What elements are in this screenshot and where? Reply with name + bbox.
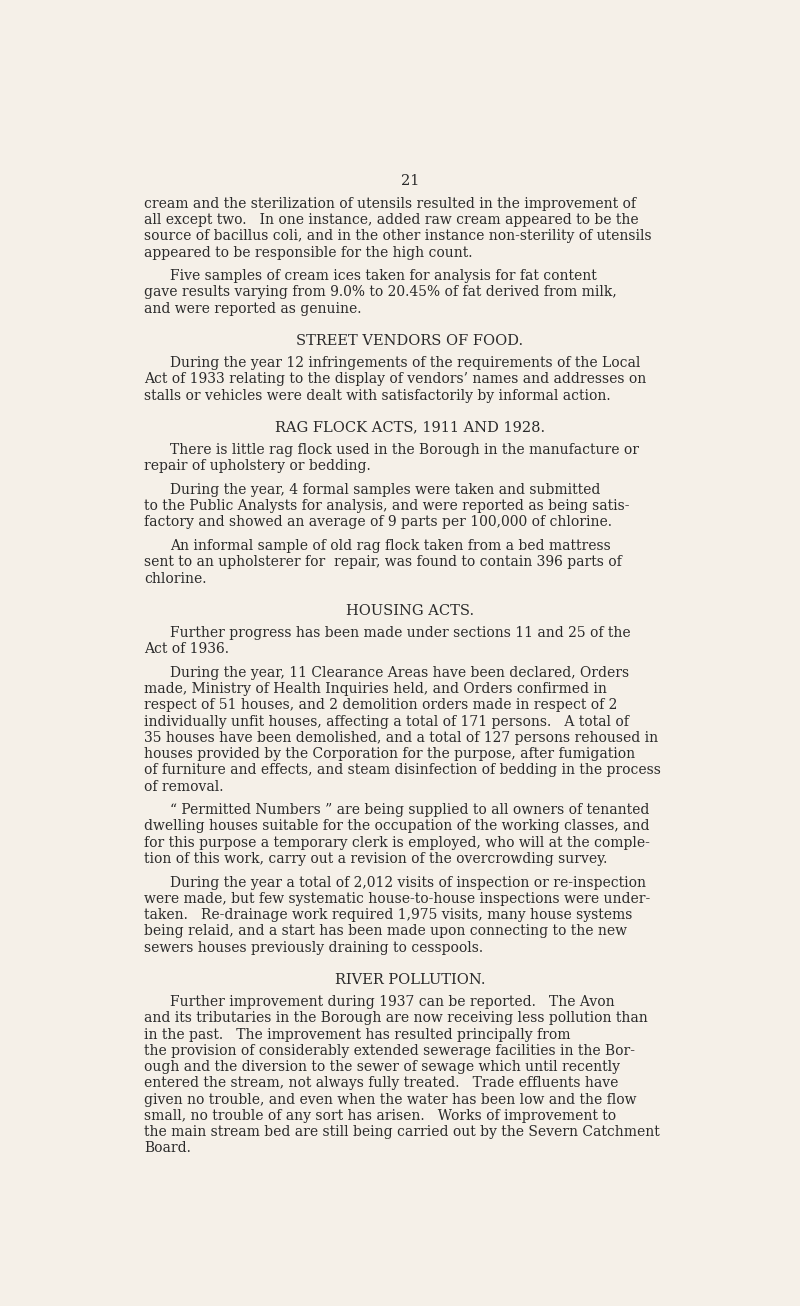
Text: were made, but few systematic house-to-house inspections were under-: were made, but few systematic house-to-h…: [144, 892, 650, 906]
Text: Further progress has been made under sections 11 and 25 of the: Further progress has been made under sec…: [170, 626, 630, 640]
Text: RIVER POLLUTION.: RIVER POLLUTION.: [334, 973, 486, 986]
Text: source of bacillus coli, and in the other instance non-sterility of utensils: source of bacillus coli, and in the othe…: [144, 230, 652, 243]
Text: of removal.: of removal.: [144, 780, 224, 794]
Text: factory and showed an average of 9 parts per 100,000 of chlorine.: factory and showed an average of 9 parts…: [144, 516, 612, 529]
Text: Board.: Board.: [144, 1141, 191, 1156]
Text: made, Ministry of Health Inquiries held, and Orders confirmed in: made, Ministry of Health Inquiries held,…: [144, 682, 607, 696]
Text: all except two.   In one instance, added raw cream appeared to be the: all except two. In one instance, added r…: [144, 213, 638, 227]
Text: An informal sample of old rag flock taken from a bed mattress: An informal sample of old rag flock take…: [170, 539, 610, 552]
Text: 21: 21: [401, 175, 419, 188]
Text: of furniture and effects, and steam disinfection of bedding in the process: of furniture and effects, and steam disi…: [144, 764, 661, 777]
Text: stalls or vehicles were dealt with satisfactorily by informal action.: stalls or vehicles were dealt with satis…: [144, 389, 611, 402]
Text: tion of this work, carry out a revision of the overcrowding survey.: tion of this work, carry out a revision …: [144, 852, 607, 866]
Text: dwelling houses suitable for the occupation of the working classes, and: dwelling houses suitable for the occupat…: [144, 819, 650, 833]
Text: entered the stream, not always fully treated.   Trade effluents have: entered the stream, not always fully tre…: [144, 1076, 618, 1091]
Text: taken.   Re-drainage work required 1,975 visits, many house systems: taken. Re-drainage work required 1,975 v…: [144, 908, 633, 922]
Text: There is little rag flock used in the Borough in the manufacture or: There is little rag flock used in the Bo…: [170, 443, 638, 457]
Text: During the year, 11 Clearance Areas have been declared, Orders: During the year, 11 Clearance Areas have…: [170, 666, 629, 680]
Text: appeared to be responsible for the high count.: appeared to be responsible for the high …: [144, 246, 473, 260]
Text: ough and the diversion to the sewer of sewage which until recently: ough and the diversion to the sewer of s…: [144, 1060, 620, 1074]
Text: for this purpose a temporary clerk is employed, who will at the comple-: for this purpose a temporary clerk is em…: [144, 836, 650, 850]
Text: sent to an upholsterer for  repair, was found to contain 396 parts of: sent to an upholsterer for repair, was f…: [144, 555, 622, 569]
Text: cream and the sterilization of utensils resulted in the improvement of: cream and the sterilization of utensils …: [144, 197, 636, 210]
Text: given no trouble, and even when the water has been low and the flow: given no trouble, and even when the wate…: [144, 1093, 637, 1106]
Text: sewers houses previously draining to cesspools.: sewers houses previously draining to ces…: [144, 940, 483, 955]
Text: STREET VENDORS OF FOOD.: STREET VENDORS OF FOOD.: [297, 333, 523, 347]
Text: the provision of considerably extended sewerage facilities in the Bor-: the provision of considerably extended s…: [144, 1043, 635, 1058]
Text: Act of 1933 relating to the display of vendors’ names and addresses on: Act of 1933 relating to the display of v…: [144, 372, 646, 387]
Text: respect of 51 houses, and 2 demolition orders made in respect of 2: respect of 51 houses, and 2 demolition o…: [144, 699, 618, 712]
Text: repair of upholstery or bedding.: repair of upholstery or bedding.: [144, 460, 371, 473]
Text: “ Permitted Numbers ” are being supplied to all owners of tenanted: “ Permitted Numbers ” are being supplied…: [170, 803, 649, 818]
Text: Further improvement during 1937 can be reported.   The Avon: Further improvement during 1937 can be r…: [170, 995, 614, 1010]
Text: in the past.   The improvement has resulted principally from: in the past. The improvement has resulte…: [144, 1028, 570, 1042]
Text: HOUSING ACTS.: HOUSING ACTS.: [346, 603, 474, 618]
Text: During the year, 4 formal samples were taken and submitted: During the year, 4 formal samples were t…: [170, 483, 600, 498]
Text: gave results varying from 9.0% to 20.45% of fat derived from milk,: gave results varying from 9.0% to 20.45%…: [144, 285, 617, 299]
Text: being relaid, and a start has been made upon connecting to the new: being relaid, and a start has been made …: [144, 925, 627, 938]
Text: and its tributaries in the Borough are now receiving less pollution than: and its tributaries in the Borough are n…: [144, 1011, 648, 1025]
Text: During the year 12 infringements of the requirements of the Local: During the year 12 infringements of the …: [170, 357, 640, 370]
Text: RAG FLOCK ACTS, 1911 AND 1928.: RAG FLOCK ACTS, 1911 AND 1928.: [275, 421, 545, 435]
Text: 35 houses have been demolished, and a total of 127 persons rehoused in: 35 houses have been demolished, and a to…: [144, 731, 658, 744]
Text: small, no trouble of any sort has arisen.   Works of improvement to: small, no trouble of any sort has arisen…: [144, 1109, 616, 1123]
Text: individually unfit houses, affecting a total of 171 persons.   A total of: individually unfit houses, affecting a t…: [144, 714, 629, 729]
Text: During the year a total of 2,012 visits of inspection or re-inspection: During the year a total of 2,012 visits …: [170, 875, 646, 889]
Text: and were reported as genuine.: and were reported as genuine.: [144, 302, 362, 316]
Text: the main stream bed are still being carried out by the Severn Catchment: the main stream bed are still being carr…: [144, 1126, 660, 1139]
Text: Five samples of cream ices taken for analysis for fat content: Five samples of cream ices taken for ana…: [170, 269, 597, 283]
Text: houses provided by the Corporation for the purpose, after fumigation: houses provided by the Corporation for t…: [144, 747, 635, 761]
Text: Act of 1936.: Act of 1936.: [144, 643, 229, 657]
Text: chlorine.: chlorine.: [144, 572, 206, 585]
Text: to the Public Analysts for analysis, and were reported as being satis-: to the Public Analysts for analysis, and…: [144, 499, 630, 513]
